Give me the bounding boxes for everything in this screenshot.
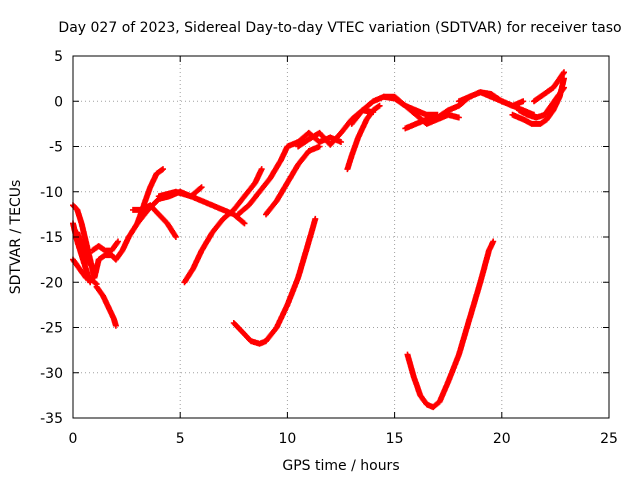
data-point-markers xyxy=(531,69,567,105)
series-arc-w xyxy=(531,69,567,105)
x-tick-label: 10 xyxy=(278,431,296,447)
data-point-markers xyxy=(344,102,383,173)
data-point-markers xyxy=(516,84,567,121)
series-arc-f xyxy=(89,238,121,254)
y-axis-label: SDTVAR / TECUs xyxy=(8,180,24,295)
data-point-markers xyxy=(89,238,121,254)
y-tick-label: 5 xyxy=(54,49,63,65)
series-arc-e xyxy=(93,283,119,329)
data-point-markers xyxy=(263,143,323,218)
y-tick-label: -35 xyxy=(40,411,63,427)
y-tick-label: -10 xyxy=(40,185,63,201)
series-arc-m xyxy=(263,143,323,218)
series-arc-k xyxy=(230,215,319,347)
series-arc-v xyxy=(516,84,567,121)
data-points xyxy=(70,69,567,411)
series-arc-j xyxy=(181,166,265,286)
x-tick-label: 20 xyxy=(493,431,511,447)
y-tick-label: -20 xyxy=(40,275,63,291)
y-tick-label: -5 xyxy=(49,140,63,156)
chart-title: Day 027 of 2023, Sidereal Day-to-day VTE… xyxy=(58,20,621,36)
x-axis-label: GPS time / hours xyxy=(282,458,399,474)
data-point-markers xyxy=(404,238,497,411)
x-tick-label: 15 xyxy=(386,431,404,447)
x-tick-label: 25 xyxy=(600,431,618,447)
y-tick-label: 0 xyxy=(54,94,63,110)
data-point-markers xyxy=(230,215,319,347)
y-tick-label: -25 xyxy=(40,321,63,337)
y-tick-label: -30 xyxy=(40,366,63,382)
x-tick-label: 5 xyxy=(176,431,185,447)
series-arc-s xyxy=(404,238,497,411)
grid xyxy=(73,56,609,418)
data-point-markers xyxy=(181,166,265,286)
axis-ticks: 0 5 10 15 20 25 5 0 -5 -10 -15 -20 -25 -30 -35 xyxy=(40,49,618,447)
series-arc-o xyxy=(344,102,383,173)
y-tick-label: -15 xyxy=(40,230,63,246)
data-point-markers xyxy=(93,283,119,329)
x-tick-label: 0 xyxy=(69,431,78,447)
